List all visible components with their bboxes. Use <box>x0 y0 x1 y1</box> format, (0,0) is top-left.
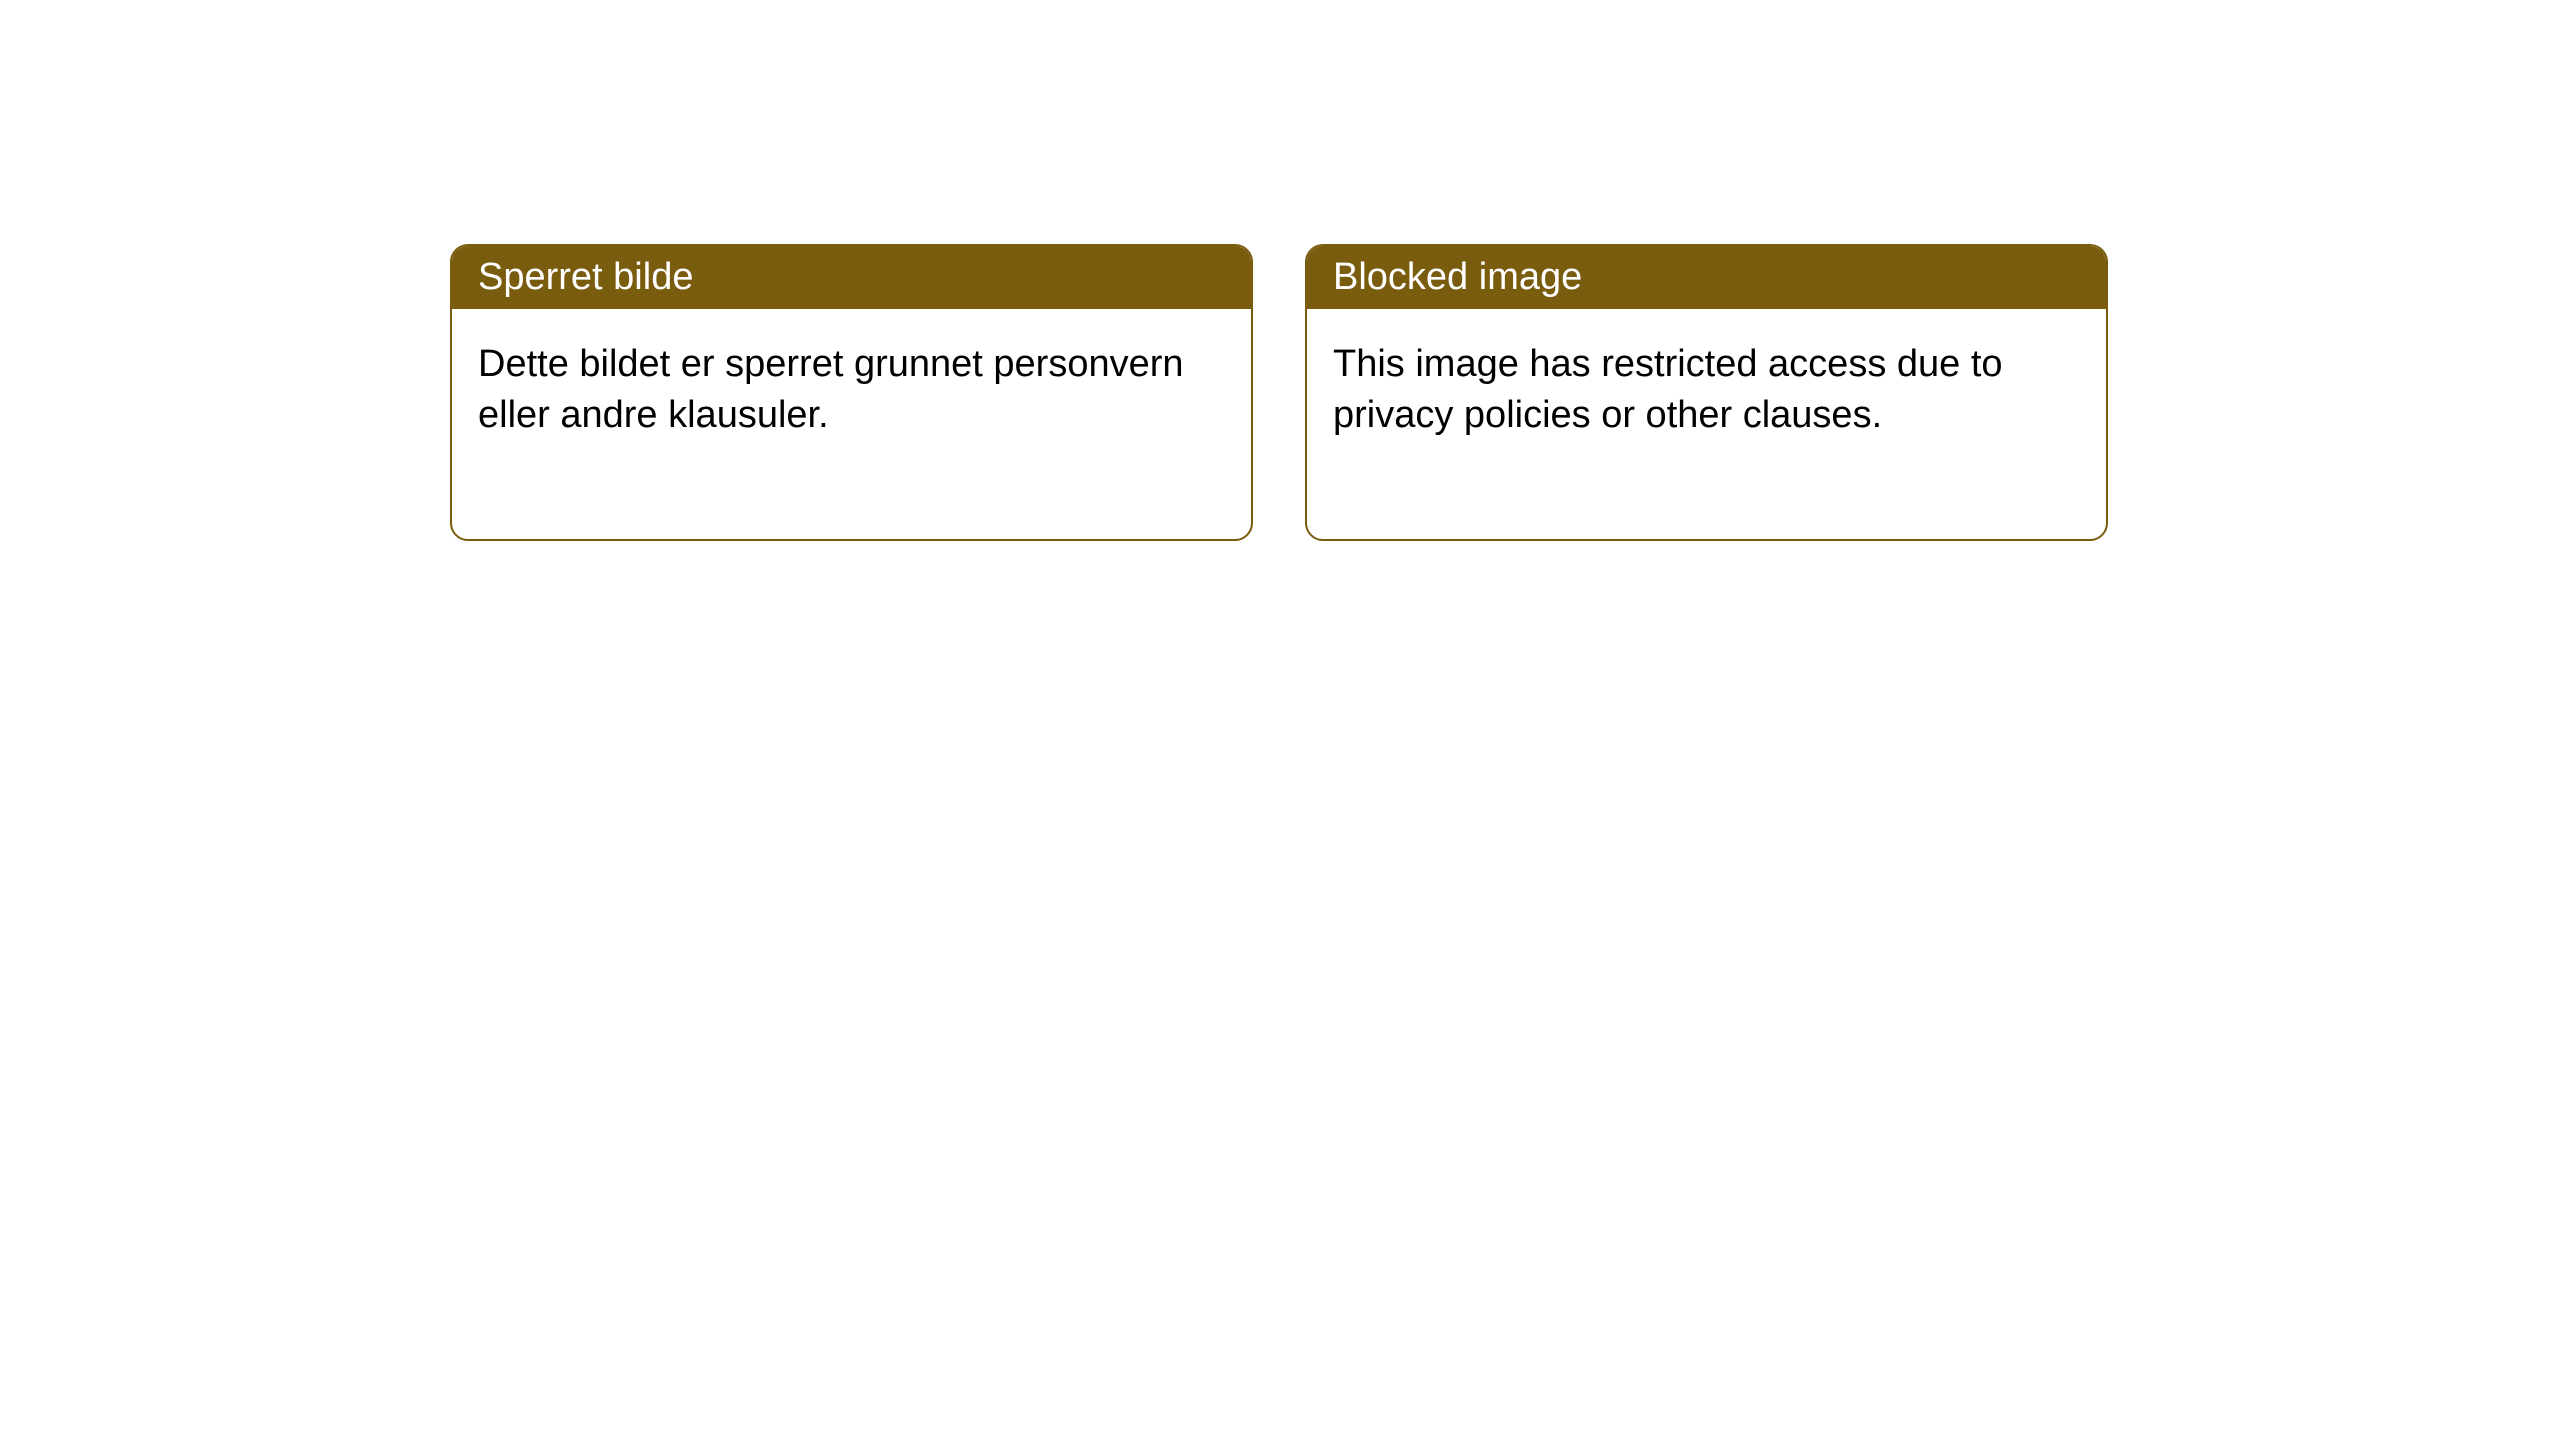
notice-title: Blocked image <box>1307 246 2106 309</box>
notice-card-english: Blocked image This image has restricted … <box>1305 244 2108 541</box>
notice-body: Dette bildet er sperret grunnet personve… <box>452 309 1251 539</box>
notice-title: Sperret bilde <box>452 246 1251 309</box>
notice-container: Sperret bilde Dette bildet er sperret gr… <box>0 0 2560 541</box>
notice-body: This image has restricted access due to … <box>1307 309 2106 539</box>
notice-card-norwegian: Sperret bilde Dette bildet er sperret gr… <box>450 244 1253 541</box>
